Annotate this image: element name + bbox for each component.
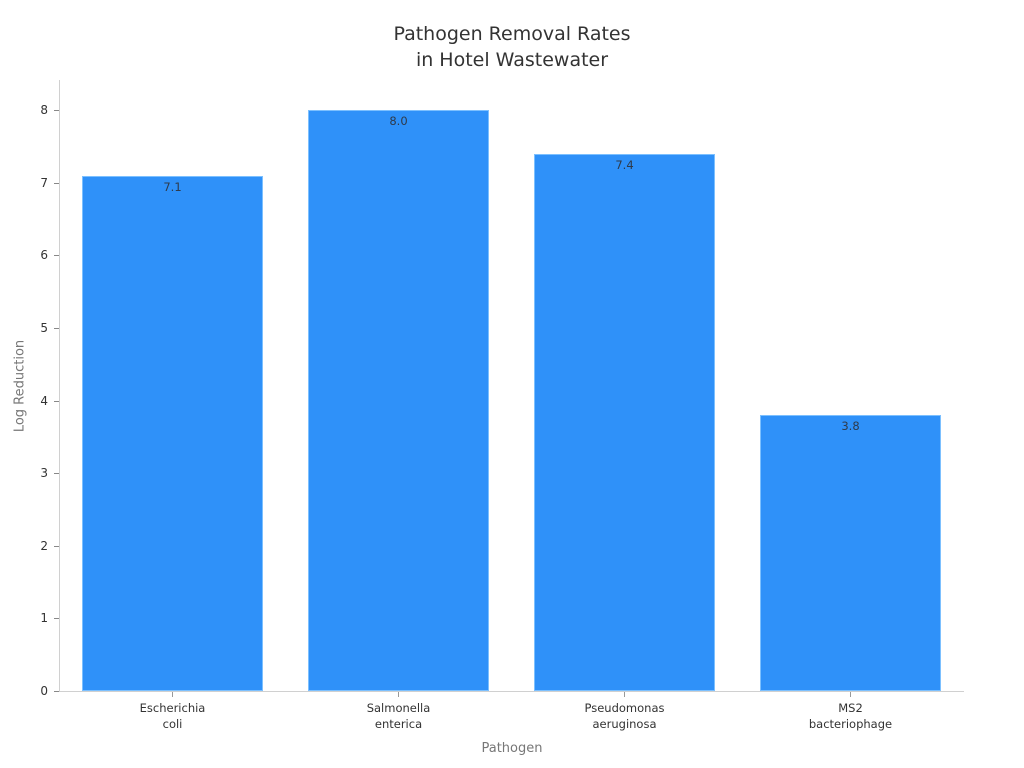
y-tick-label: 4: [40, 393, 48, 408]
y-tick-mark: [54, 618, 59, 620]
y-tick: 6: [0, 248, 60, 262]
chart-title-line-2: in Hotel Wastewater: [415, 49, 609, 71]
y-tick-label: 7: [40, 175, 48, 190]
x-tick: Salmonella enterica: [319, 692, 479, 732]
y-tick-label: 1: [40, 611, 48, 626]
x-tick-label: Pseudomonas aeruginosa: [545, 700, 705, 732]
y-tick-mark: [54, 182, 59, 184]
y-axis-line: [59, 80, 60, 692]
y-tick: 3: [0, 466, 60, 480]
bar: 7.1: [82, 175, 263, 691]
y-tick-mark: [54, 400, 59, 402]
x-tick: MS2 bacteriophage: [771, 692, 931, 732]
y-tick-label: 8: [40, 103, 48, 118]
x-axis-label: Pathogen: [481, 741, 543, 756]
y-tick: 7: [0, 176, 60, 190]
y-tick-mark: [54, 545, 59, 547]
bar: 8.0: [308, 110, 489, 691]
x-tick-label: Escherichia coli: [93, 700, 253, 732]
y-tick-mark: [54, 691, 59, 692]
x-tick-label-line-2: coli: [162, 717, 183, 731]
y-tick-label: 6: [40, 248, 48, 263]
x-tick-mark: [172, 692, 173, 697]
y-tick-mark: [54, 255, 59, 257]
bar: 3.8: [760, 415, 941, 691]
bar: 7.4: [534, 153, 715, 691]
x-axis-line: [59, 691, 964, 692]
y-tick-label: 0: [40, 684, 48, 698]
x-tick-label-line-2: enterica: [374, 717, 423, 731]
bar-value-label: 3.8: [841, 419, 860, 434]
x-tick-label-line-2: aeruginosa: [592, 717, 657, 731]
x-tick-label-line-2: bacteriophage: [808, 717, 893, 731]
y-tick: 5: [0, 321, 60, 335]
x-tick-mark: [850, 692, 851, 697]
y-tick-mark: [54, 328, 59, 329]
x-tick: Escherichia coli: [93, 692, 253, 732]
y-tick: 2: [0, 539, 60, 553]
chart-title: Pathogen Removal Rates in Hotel Wastewat…: [0, 21, 1024, 73]
bar-value-label: 7.1: [163, 179, 182, 194]
y-tick-mark: [54, 473, 59, 475]
x-tick: Pseudomonas aeruginosa: [545, 692, 705, 732]
x-tick-label: Salmonella enterica: [319, 700, 479, 732]
y-tick: 4: [0, 394, 60, 408]
x-tick-label-line-1: MS2: [838, 701, 863, 715]
bar-value-label: 8.0: [389, 114, 408, 129]
x-tick-mark: [398, 692, 399, 697]
x-tick-mark: [624, 692, 625, 697]
y-tick-mark: [54, 110, 59, 112]
x-tick-label-line-1: Pseudomonas: [584, 701, 665, 715]
x-tick-label-line-1: Escherichia: [139, 701, 206, 715]
y-tick: 0: [0, 684, 60, 698]
chart-title-line-1: Pathogen Removal Rates: [393, 23, 631, 45]
y-axis-label: Log Reduction: [12, 339, 28, 433]
y-tick: 8: [0, 103, 60, 117]
bar-value-label: 7.4: [615, 157, 634, 172]
x-tick-label: MS2 bacteriophage: [771, 700, 931, 732]
x-tick-label-line-1: Salmonella: [366, 701, 431, 715]
y-tick-label: 2: [40, 538, 48, 553]
y-tick-label: 3: [40, 466, 48, 481]
y-tick: 1: [0, 611, 60, 625]
y-tick-label: 5: [40, 321, 48, 335]
